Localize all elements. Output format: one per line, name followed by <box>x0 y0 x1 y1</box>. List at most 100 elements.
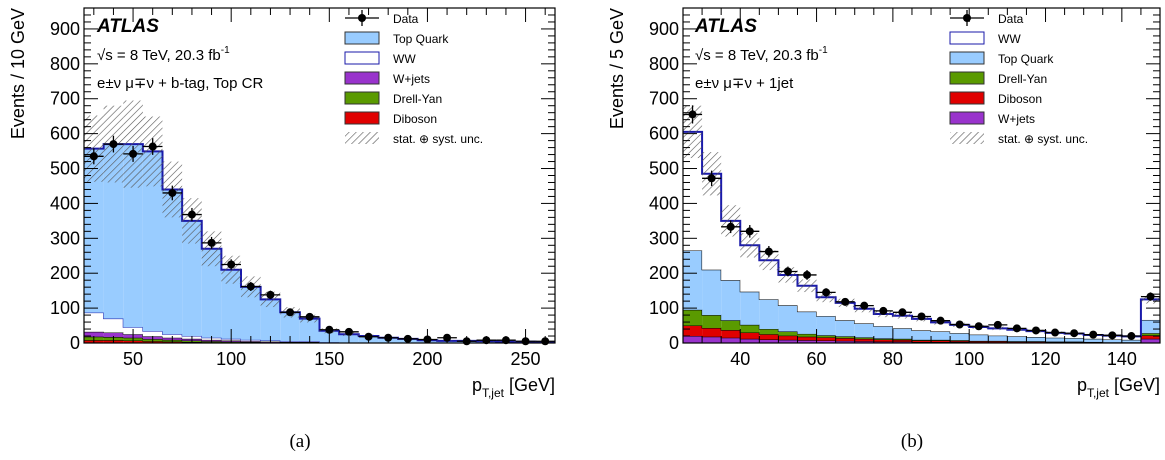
bar <box>721 330 741 338</box>
atlas-title: ATLAS <box>96 16 159 37</box>
bar <box>1102 339 1122 343</box>
bar <box>740 332 760 339</box>
bar <box>931 340 951 342</box>
y-tick-label: 200 <box>649 263 679 283</box>
bar <box>201 248 222 338</box>
legend-entry: W+jets <box>344 71 430 86</box>
bar <box>1064 338 1084 342</box>
bar <box>854 341 874 343</box>
x-axis-label: pT,jet [GeV] <box>472 375 555 400</box>
x-tick-label: 60 <box>807 349 827 369</box>
bar <box>84 331 104 337</box>
legend-entry: Top Quark <box>949 51 1054 66</box>
bar <box>816 316 836 336</box>
bar <box>892 338 912 340</box>
bar <box>142 151 163 332</box>
data-point <box>227 260 236 269</box>
data-point <box>688 110 697 119</box>
histogram-panel-b: 0 100 200 300 400 500 600 700 800 900 40 60 80 100 120… <box>607 7 1161 452</box>
x-tick-label: 140 <box>1107 349 1137 369</box>
bar <box>740 324 760 333</box>
bar <box>873 338 893 340</box>
legend-entry: stat. ⊕ syst. unc. <box>950 132 1088 146</box>
bar <box>950 340 970 342</box>
series-top-quark <box>683 250 1160 343</box>
atlas-title: ATLAS <box>694 16 757 37</box>
panel-caption: (b) <box>901 431 923 452</box>
data-point <box>1089 330 1098 339</box>
data-point <box>803 270 812 279</box>
histogram-panel-a: 0 100 200 300 400 500 600 700 800 900 50 100 150 200 2… <box>8 7 556 452</box>
y-tick-label: 300 <box>649 228 679 248</box>
legend-swatch <box>949 71 985 85</box>
data-point <box>822 288 831 297</box>
uncertainty-bin <box>123 100 143 188</box>
bar <box>1140 335 1160 339</box>
bar <box>1045 337 1065 342</box>
legend-swatch <box>344 51 380 65</box>
legend-label: W+jets <box>998 112 1035 126</box>
legend-entry: W+jets <box>949 111 1035 126</box>
data-point <box>879 306 888 315</box>
x-axis-label: pT,jet [GeV] <box>1077 375 1160 400</box>
data-point <box>936 316 945 325</box>
data-point <box>841 297 850 306</box>
y-tick-label: 400 <box>50 193 80 213</box>
x-tick-label: 100 <box>216 349 246 369</box>
data-point <box>1108 331 1117 340</box>
bar <box>103 332 124 338</box>
y-tick-label: 800 <box>649 54 679 74</box>
bar <box>778 339 798 343</box>
bar <box>816 337 836 341</box>
energy-lumi: √s = 8 TeV, 20.3 fb-1 <box>97 45 230 64</box>
y-tick-label: 600 <box>50 124 80 144</box>
legend-entry: WW <box>344 51 416 66</box>
bar <box>778 335 798 340</box>
legend-label: Diboson <box>393 112 437 126</box>
panel-caption: (a) <box>289 431 310 452</box>
uncertainty-band <box>84 100 555 343</box>
bar <box>683 325 703 337</box>
data-point <box>1070 329 1079 338</box>
bar <box>702 327 722 337</box>
bar <box>892 315 912 329</box>
data-point <box>286 308 295 317</box>
bar <box>854 323 874 338</box>
bar <box>241 286 261 340</box>
bar <box>740 338 760 343</box>
bar <box>969 341 989 343</box>
bar <box>892 341 912 343</box>
bar <box>1140 319 1160 334</box>
legend: Data WW Top Quark Drell-Yan Diboson W+jets sta… <box>949 10 1088 146</box>
legend-label: W+jets <box>393 72 430 86</box>
x-tick-label: 200 <box>412 349 442 369</box>
bar <box>835 338 855 341</box>
legend-label: Top Quark <box>998 52 1054 66</box>
y-tick-label: 300 <box>50 228 80 248</box>
bar <box>778 331 798 336</box>
legend-label: Data <box>393 12 419 26</box>
bar <box>988 341 1008 343</box>
legend-entry: Data <box>950 10 1024 26</box>
bar <box>702 269 722 316</box>
bar <box>797 285 817 312</box>
bar <box>123 144 143 328</box>
bar <box>702 336 722 343</box>
data-point <box>1012 324 1021 333</box>
data-point <box>129 149 138 158</box>
data-point <box>266 290 275 299</box>
data-point <box>860 301 869 310</box>
legend: Data Top Quark WW W+jets Drell-Yan Diboson sta… <box>344 10 483 146</box>
bar <box>816 340 836 343</box>
legend-data-marker <box>358 14 366 22</box>
bar <box>759 334 779 340</box>
bar <box>740 291 760 325</box>
bar <box>873 326 893 339</box>
bar <box>721 280 741 321</box>
legend-entry: stat. ⊕ syst. unc. <box>345 132 483 146</box>
bar <box>1083 338 1103 342</box>
bar <box>931 331 951 340</box>
bar <box>683 309 703 326</box>
data-point <box>1051 328 1060 337</box>
data-point <box>917 312 926 321</box>
